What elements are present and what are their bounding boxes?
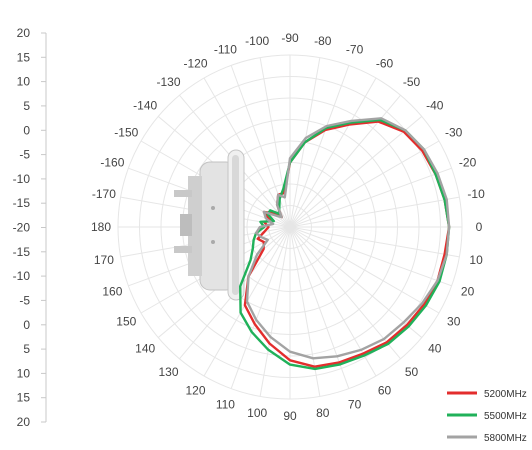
angle-tick-label: 170 xyxy=(94,253,114,267)
angle-tick-label: -30 xyxy=(445,126,463,140)
angle-tick-label: 40 xyxy=(428,342,442,356)
radial-tick-label: 5 xyxy=(23,99,30,113)
angle-tick-label: -140 xyxy=(133,99,157,113)
angle-tick-label: -20 xyxy=(459,155,477,169)
grid-spoke xyxy=(289,140,440,228)
grid-spoke xyxy=(289,226,377,377)
angle-tick-label: -170 xyxy=(92,187,116,201)
legend-label: 5200MHz xyxy=(484,389,527,400)
radial-tick-label: 20 xyxy=(17,26,31,40)
radial-tick-label: 0 xyxy=(23,123,30,137)
angle-tick-label: -150 xyxy=(114,126,138,140)
grid-spoke xyxy=(289,65,350,228)
radial-tick-label: -5 xyxy=(19,293,30,307)
angle-tick-label: -100 xyxy=(245,34,269,48)
radial-tick-label: 20 xyxy=(17,415,31,429)
grid-spoke xyxy=(289,77,377,228)
angle-tick-label: -80 xyxy=(314,34,332,48)
radial-tick-label: -15 xyxy=(13,245,31,259)
angle-tick-label: -70 xyxy=(346,42,364,56)
radial-tick-label: 10 xyxy=(17,75,31,89)
radial-tick-label: 0 xyxy=(23,318,30,332)
grid-spoke xyxy=(259,57,291,228)
grid-spoke xyxy=(289,226,440,314)
angle-tick-label: 150 xyxy=(116,315,136,329)
angle-tick-label: 130 xyxy=(158,365,178,379)
angle-tick-label: -40 xyxy=(426,99,444,113)
legend-label: 5500MHz xyxy=(484,411,527,422)
radial-tick-label: -5 xyxy=(19,148,30,162)
angle-tick-label: 60 xyxy=(378,384,392,398)
angle-tick-label: 120 xyxy=(185,384,205,398)
angle-tick-label: 100 xyxy=(247,406,267,420)
series-layer xyxy=(239,117,451,371)
radial-axis: 20 15 10 5 0 -5 -10 -15 -20 -15 -10 -5 0 5 10 15 20 xyxy=(13,26,47,429)
angle-tick-label: -160 xyxy=(100,155,124,169)
grid-spoke xyxy=(289,226,460,258)
grid-spoke xyxy=(289,116,423,228)
angle-tick-label: -10 xyxy=(467,187,485,201)
angle-tick-label: -90 xyxy=(281,31,299,45)
grid-spoke xyxy=(289,226,452,287)
radial-tick-label: 5 xyxy=(23,342,30,356)
radial-tick-label: -10 xyxy=(13,172,31,186)
angle-tick-label: 50 xyxy=(405,365,419,379)
antenna-device-icon xyxy=(174,149,245,301)
angle-tick-label: 160 xyxy=(102,285,122,299)
angle-tick-label: 30 xyxy=(447,315,461,329)
radial-tick-label: -15 xyxy=(13,196,31,210)
grid-spoke xyxy=(289,167,452,228)
angle-tick-label: 140 xyxy=(135,342,155,356)
grid-spoke xyxy=(259,226,291,397)
series-line-5200MHz xyxy=(243,120,451,368)
angle-tick-label: 110 xyxy=(216,398,235,412)
legend-label: 5800MHz xyxy=(484,433,527,444)
grid-spoke xyxy=(289,226,401,360)
angle-labels: 0 -10 -20 -30-40 -50 -60 -70 -80 -90 -100 -110 -120… xyxy=(91,31,485,423)
angle-tick-label: -130 xyxy=(156,75,180,89)
grid-spoke xyxy=(203,77,291,228)
angle-tick-label: 20 xyxy=(461,285,475,299)
polar-grid xyxy=(117,54,463,400)
radial-tick-label: 15 xyxy=(17,391,31,405)
radial-tick-label: -10 xyxy=(13,269,31,283)
radial-tick-label: 15 xyxy=(17,50,31,64)
angle-tick-label: 70 xyxy=(348,398,362,412)
radial-tick-label: 10 xyxy=(17,366,31,380)
angle-tick-label: 0 xyxy=(476,220,483,234)
grid-spoke xyxy=(230,226,291,389)
grid-spoke xyxy=(289,94,401,228)
angle-tick-label: 180 xyxy=(91,220,111,234)
grid-spoke xyxy=(289,196,460,228)
grid-spoke xyxy=(289,226,423,338)
series-line-5800MHz xyxy=(245,117,451,360)
radial-tick-label: -20 xyxy=(13,221,31,235)
angle-tick-label: 90 xyxy=(283,409,297,423)
angle-tick-label: -60 xyxy=(376,56,394,70)
angle-tick-label: -110 xyxy=(214,42,237,56)
angle-tick-label: -120 xyxy=(183,56,207,70)
angle-tick-label: -50 xyxy=(403,75,421,89)
angle-tick-label: 10 xyxy=(469,253,483,267)
angle-tick-label: 80 xyxy=(316,406,330,420)
legend: 5200MHz 5500MHz 5800MHz xyxy=(447,389,527,444)
